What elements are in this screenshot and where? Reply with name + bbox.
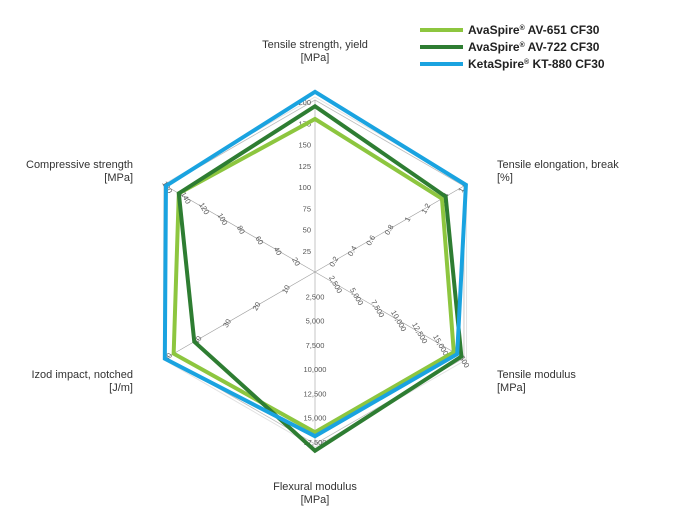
series-line-2 [162,89,468,439]
legend-label-2: KetaSpire® KT-880 CF30 [468,57,605,71]
axis-label-tensile_strength: Tensile strength, yield[MPa] [262,39,368,64]
tick-tensile_elongation-5: 1.2 [419,202,432,216]
tick-tensile_strength-4: 125 [298,162,311,171]
tick-tensile_modulus-4: 12,500 [410,321,429,345]
series-lines [162,89,468,454]
tick-tensile_modulus-2: 7,500 [369,298,386,319]
tick-izod_impact-2: 30 [221,317,233,329]
tick-flexural_modulus-0: 2,500 [306,292,325,301]
axis-label-izod_impact: Izod impact, notched[J/m] [31,369,133,394]
axis-label-line: Flexural modulus [273,481,357,493]
tick-izod_impact-0: 10 [280,283,292,295]
tick-flexural_modulus-6: 17,500 [304,438,327,447]
tick-tensile_strength-0: 25 [303,247,311,256]
axis-labels: Tensile strength, yield[MPa]Tensile elon… [26,39,619,506]
tick-flexural_modulus-2: 7,500 [306,341,325,350]
tick-tensile_elongation-2: 0.6 [364,234,377,248]
axis-label-tensile_modulus: Tensile modulus[MPa] [497,369,576,394]
legend: AvaSpire® AV-651 CF30 AvaSpire® AV-722 CF… [420,23,605,71]
tick-compressive_strength-1: 40 [272,245,284,257]
spoke-tensile_elongation [314,185,465,273]
axis-label-line: [MPa] [497,382,526,394]
axis-label-line: [%] [497,172,513,184]
axis-label-line: [MPa] [301,52,330,64]
axis-spokes [165,100,465,444]
axis-label-line: Tensile strength, yield [262,39,368,51]
tick-compressive_strength-2: 60 [253,235,265,247]
tick-izod_impact-4: 50 [162,351,174,363]
axis-label-line: [J/m] [109,382,133,394]
tick-tensile_strength-7: 200 [298,98,311,107]
legend-label-1: AvaSpire® AV-722 CF30 [468,40,600,54]
spoke-tensile_modulus [314,271,465,359]
tick-izod_impact-3: 40 [192,334,204,346]
tick-flexural_modulus-1: 5,000 [306,317,325,326]
series-line-1 [176,103,464,454]
tick-flexural_modulus-4: 12,500 [304,389,327,398]
tick-compressive_strength-4: 100 [216,211,230,226]
tick-tensile_modulus-3: 10,000 [389,309,408,333]
axis-label-compressive_strength: Compressive strength[MPa] [26,159,133,184]
tick-tensile_elongation-3: 0.8 [383,223,396,237]
axis-label-line: Compressive strength [26,159,133,171]
tick-izod_impact-1: 20 [251,300,263,312]
tick-compressive_strength-3: 80 [235,224,247,236]
axis-label-flexural_modulus: Flexural modulus[MPa] [273,481,357,506]
spoke-compressive_strength [165,185,316,273]
tick-compressive_strength-0: 20 [290,256,302,268]
axis-label-line: Izod impact, notched [31,369,133,381]
axis-label-line: Tensile elongation, break [497,159,619,171]
tick-tensile_elongation-0: 0.2 [327,255,340,269]
tick-tensile_elongation-1: 0.4 [346,244,359,258]
tick-tensile_strength-2: 75 [303,204,311,213]
spoke-izod_impact [165,271,316,359]
tick-tensile_strength-3: 100 [298,183,311,192]
tick-compressive_strength-5: 120 [197,201,211,216]
axis-label-line: [MPa] [104,172,133,184]
tick-tensile_modulus-0: 2,500 [327,274,344,295]
tick-tensile_modulus-1: 5,000 [348,286,365,307]
axis-label-tensile_elongation: Tensile elongation, break[%] [497,159,619,184]
tick-tensile_strength-1: 50 [303,226,311,235]
tick-flexural_modulus-3: 10,000 [304,365,327,374]
axis-label-line: [MPa] [301,494,330,506]
tick-tensile_strength-5: 150 [298,141,311,150]
axis-label-line: Tensile modulus [497,369,576,381]
tick-tensile_elongation-4: 1 [403,215,413,223]
legend-label-0: AvaSpire® AV-651 CF30 [468,23,600,37]
tick-flexural_modulus-5: 15,000 [304,414,327,423]
